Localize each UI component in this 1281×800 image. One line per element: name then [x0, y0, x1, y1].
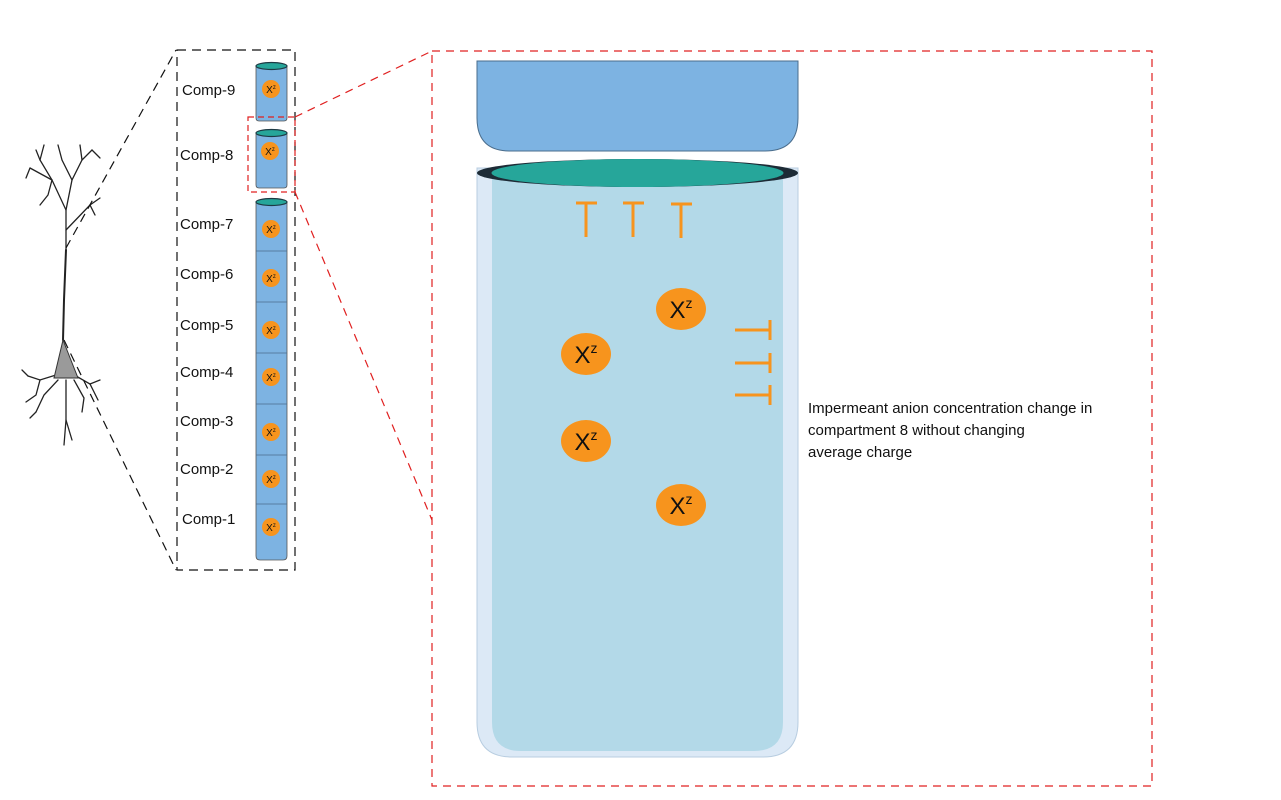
neuron-soma	[53, 338, 79, 379]
comp-5-ion: Xz	[262, 321, 280, 339]
compartment-labels: Comp-9 Comp-8 Comp-7 Comp-6 Comp-5 Comp-…	[180, 82, 235, 528]
neuron-illustration	[21, 144, 101, 446]
caption-line-3: average charge	[808, 444, 913, 461]
caption: Impermeant anion concentration change in…	[808, 398, 1148, 464]
svg-text:Xz: Xz	[266, 85, 276, 96]
comp-8-highlight-box	[247, 116, 296, 193]
comp-4-label: Comp-4	[180, 364, 233, 381]
side-channel-icon	[735, 320, 772, 340]
svg-text:Xz: Xz	[266, 428, 276, 439]
svg-text:Xz: Xz	[669, 295, 692, 324]
compartment-panel	[176, 49, 296, 571]
comp-2-label: Comp-2	[180, 461, 233, 478]
comp-6-ion: Xz	[262, 269, 280, 287]
svg-text:Xz: Xz	[266, 225, 276, 236]
svg-text:Xz: Xz	[574, 427, 597, 456]
top-channel-icon	[671, 202, 692, 238]
top-channel-icon	[576, 201, 597, 237]
caption-line-2: compartment 8 without changing	[808, 422, 1025, 439]
svg-text:Xz: Xz	[266, 523, 276, 534]
comp-2-ion: Xz	[262, 470, 280, 488]
comp-5-label: Comp-5	[180, 317, 233, 334]
side-channels	[735, 320, 772, 405]
comp-7-label: Comp-7	[180, 216, 233, 233]
comp-4-ion: Xz	[262, 368, 280, 386]
zoom-line-lower	[63, 339, 177, 571]
comp-3-label: Comp-3	[180, 413, 233, 430]
comp-9-label: Comp-9	[182, 82, 235, 99]
svg-text:Xz: Xz	[265, 147, 275, 158]
comp-9-ion: Xz	[262, 80, 280, 98]
svg-text:Xz: Xz	[266, 326, 276, 337]
caption-line-1: Impermeant anion concentration change in	[808, 400, 1093, 417]
zoomed-ions: Xz Xz Xz Xz	[561, 288, 706, 526]
top-channel-icon	[623, 201, 644, 237]
comp-8-ion: Xz	[261, 142, 279, 160]
svg-text:Xz: Xz	[266, 373, 276, 384]
zoomed-compartment-8-fluid	[492, 172, 783, 751]
impermeant-anion: Xz	[561, 333, 611, 375]
top-channels	[576, 201, 692, 238]
comp-7-ion: Xz	[262, 220, 280, 238]
zoomed-compartment-8-top-surface	[491, 159, 784, 187]
red-zoom-line-upper	[294, 50, 433, 118]
side-channel-icon	[735, 353, 772, 373]
svg-text:Xz: Xz	[266, 274, 276, 285]
comp-1-ion: Xz	[262, 518, 280, 536]
side-channel-icon	[735, 385, 772, 405]
impermeant-anion: Xz	[561, 420, 611, 462]
zoomed-compartment-9	[476, 60, 799, 152]
comp-8-label: Comp-8	[180, 147, 233, 164]
zoom-line-upper	[65, 49, 177, 249]
red-zoom-line-lower	[294, 191, 433, 521]
svg-text:Xz: Xz	[266, 475, 276, 486]
compartment-ions: Xz Xz Xz Xz Xz Xz Xz Xz Xz	[261, 80, 280, 536]
comp-3-ion: Xz	[262, 423, 280, 441]
impermeant-anion: Xz	[656, 288, 706, 330]
impermeant-anion: Xz	[656, 484, 706, 526]
comp-1-label: Comp-1	[182, 511, 235, 528]
svg-text:Xz: Xz	[574, 340, 597, 369]
svg-text:Xz: Xz	[669, 491, 692, 520]
comp-6-label: Comp-6	[180, 266, 233, 283]
